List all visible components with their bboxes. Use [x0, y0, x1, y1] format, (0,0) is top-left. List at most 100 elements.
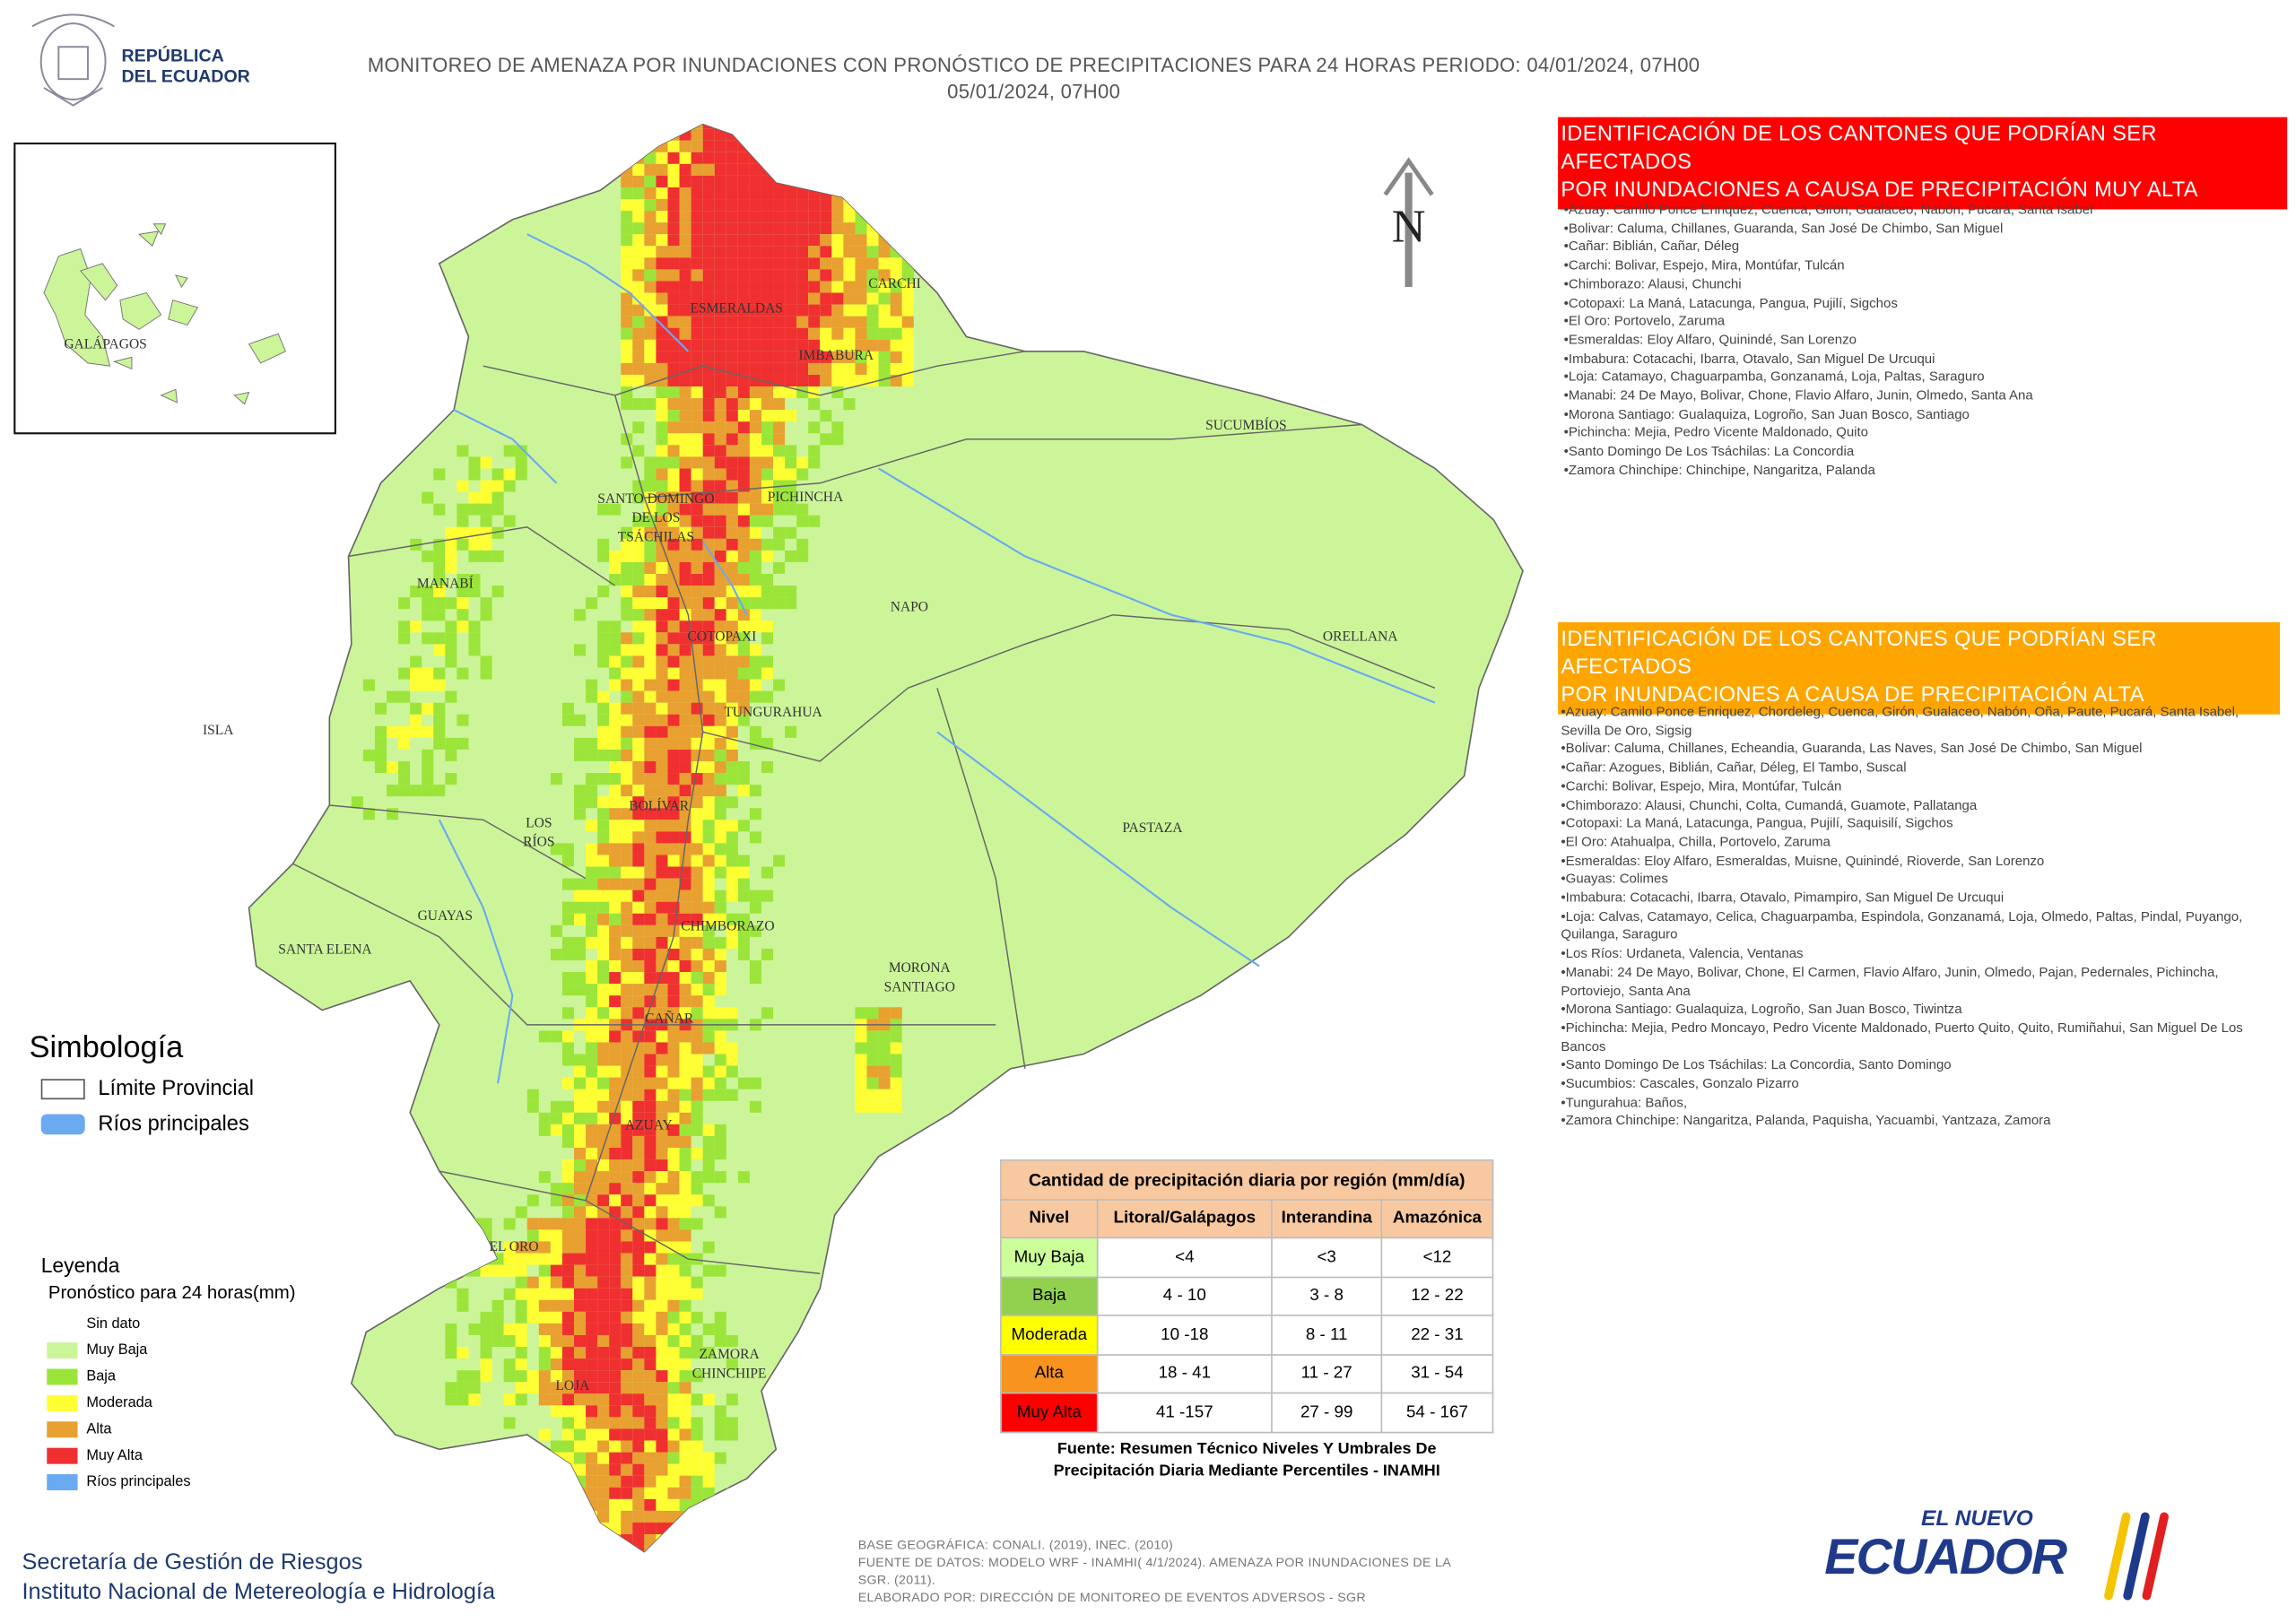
hazard-cell [656, 690, 668, 703]
hazard-cell [656, 1475, 668, 1488]
hazard-cell [422, 491, 434, 504]
hazard-cell [621, 878, 633, 890]
hazard-cell [586, 1229, 598, 1242]
hazard-cell [632, 339, 645, 352]
hazard-cell [609, 1288, 622, 1300]
hazard-cell [702, 586, 715, 598]
hazard-cell [644, 1382, 657, 1394]
hazard-cell [737, 351, 750, 363]
hazard-cell [656, 609, 668, 621]
hazard-cell [761, 222, 774, 235]
hazard-cell [691, 351, 703, 363]
hazard-cell [632, 690, 645, 703]
hazard-cell [714, 281, 726, 293]
hazard-cell [561, 1124, 574, 1136]
hazard-cell [796, 140, 809, 152]
hazard-cell [609, 1042, 622, 1055]
hazard-cell [644, 1065, 657, 1078]
hazard-cell [597, 1007, 610, 1020]
hazard-cell [609, 948, 622, 961]
hazard-cell [667, 1558, 679, 1569]
hazard-cell [737, 199, 750, 212]
hazard-cell [632, 491, 645, 504]
hazard-cell [691, 1007, 703, 1020]
hazard-cell [586, 890, 598, 902]
hazard-cell [667, 281, 680, 293]
hazard-cell [644, 690, 657, 703]
hazard-cell [831, 246, 844, 258]
hazard-cell [644, 362, 657, 375]
hazard-cell [656, 1089, 668, 1101]
hazard-cell [515, 1276, 527, 1289]
hazard-cell [820, 128, 832, 141]
hazard-cell [609, 1077, 622, 1089]
hazard-cell [586, 972, 598, 985]
brand-line: ECUADOR [1824, 1530, 2067, 1586]
hazard-cell [737, 890, 750, 902]
hazard-cell [656, 480, 668, 492]
hazard-cell [621, 1475, 633, 1488]
hazard-cell [855, 1077, 867, 1089]
hazard-cell [609, 773, 622, 785]
hazard-cell [808, 304, 821, 317]
hazard-cell [667, 984, 680, 996]
hazard-cell [691, 374, 703, 387]
hazard-cell [831, 281, 844, 293]
hazard-cell [843, 175, 856, 187]
hazard-cell [387, 760, 399, 774]
hazard-cell [586, 936, 598, 949]
hazard-cell [866, 211, 879, 223]
hazard-cell [561, 1112, 574, 1124]
hazard-cell [714, 515, 726, 527]
hazard-cell [726, 714, 738, 726]
hazard-cell [515, 1323, 527, 1335]
hazard-cell [878, 257, 891, 270]
hazard-cell [644, 1546, 657, 1552]
hazard-cell [820, 374, 832, 387]
hazard-cell [890, 1100, 902, 1113]
table-cell: <12 [1380, 1237, 1494, 1278]
hazard-cell [855, 222, 867, 235]
hazard-cell [808, 316, 821, 328]
hazard-cell [597, 714, 610, 726]
hazard-cell [656, 1299, 668, 1312]
hazard-cell [737, 1171, 750, 1184]
hazard-cell [480, 515, 492, 527]
hazard-cell [503, 1417, 516, 1429]
hazard-cell [702, 655, 715, 668]
hazard-cell [480, 1264, 492, 1277]
hazard-cell [702, 1194, 715, 1207]
institutions: Secretaría de Gestión de Riesgos Institu… [22, 1549, 495, 1607]
hazard-cell [538, 1534, 551, 1547]
hazard-cell [808, 386, 821, 399]
hazard-cell [621, 808, 633, 820]
hazard-cell [901, 222, 914, 235]
hazard-cell [621, 1347, 633, 1359]
hazard-cell [609, 1463, 622, 1476]
hazard-cell [761, 632, 774, 645]
hazard-cell [644, 1171, 657, 1184]
hazard-cell [573, 1206, 587, 1219]
note: BASE GEOGRÁFICA: CONALI. (2019), INEC. (… [857, 1537, 1174, 1552]
hazard-cell [550, 1030, 562, 1043]
hazard-cell [656, 1218, 668, 1230]
hazard-cell [679, 1135, 691, 1148]
hazard-cell [632, 199, 645, 212]
hazard-cell [702, 269, 715, 282]
province-label: EL ORO [490, 1239, 539, 1258]
hazard-cell [644, 702, 657, 715]
hazard-cell [457, 1370, 469, 1383]
hazard-cell [656, 1370, 668, 1383]
hazard-cell [468, 586, 481, 598]
hazard-cell [410, 538, 422, 551]
hazard-cell [691, 515, 703, 527]
hazard-cell [679, 1206, 691, 1219]
canton-item: Carchi: Bolivar, Espejo, Mira, Montúfar,… [1561, 777, 2275, 796]
hazard-cell [679, 124, 691, 129]
hazard-cell [667, 1498, 680, 1511]
hazard-cell [550, 1264, 562, 1277]
hazard-cell [586, 1276, 598, 1289]
hazard-cell [644, 1487, 657, 1499]
table-cell: 3 - 8 [1271, 1275, 1383, 1316]
hazard-cell [632, 1007, 645, 1020]
